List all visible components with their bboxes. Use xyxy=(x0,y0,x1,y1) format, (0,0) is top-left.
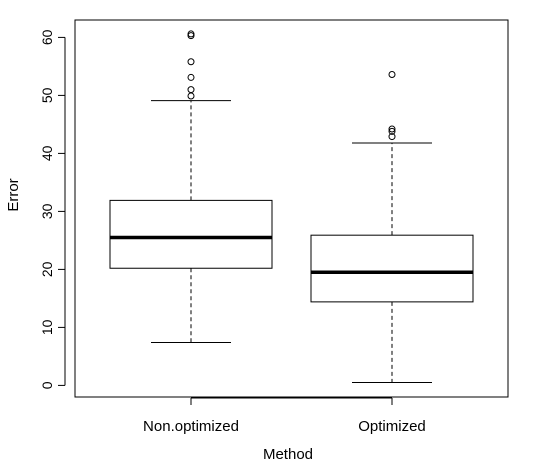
y-tick-label: 10 xyxy=(39,319,55,335)
y-tick-label: 0 xyxy=(39,381,55,389)
y-tick-label: 60 xyxy=(39,29,55,45)
outlier-point xyxy=(187,73,195,81)
outlier-point xyxy=(187,92,195,100)
y-tick-label: 30 xyxy=(39,203,55,219)
plot-frame xyxy=(74,19,509,398)
x-axis-label: Method xyxy=(263,446,313,463)
outlier-point xyxy=(187,86,195,94)
outlier-point xyxy=(388,71,396,79)
box-iqr xyxy=(109,199,273,269)
x-tick-label: Optimized xyxy=(358,418,426,435)
y-axis-label: Error xyxy=(5,178,22,211)
box-group xyxy=(109,30,273,343)
x-axis: Non.optimized Optimized xyxy=(143,397,426,435)
box-iqr xyxy=(310,234,474,303)
x-tick-label: Non.optimized xyxy=(143,418,239,435)
box-group xyxy=(310,71,474,383)
boxes xyxy=(109,30,474,383)
y-tick-label: 50 xyxy=(39,87,55,103)
y-tick-label: 20 xyxy=(39,261,55,277)
y-axis: 0 10 20 30 40 50 60 xyxy=(39,29,66,389)
outlier-point xyxy=(388,125,396,133)
outlier-point xyxy=(187,30,195,38)
outlier-point xyxy=(388,127,396,135)
y-tick-label: 40 xyxy=(39,145,55,161)
outlier-point xyxy=(187,58,195,66)
outlier-point xyxy=(388,133,396,141)
